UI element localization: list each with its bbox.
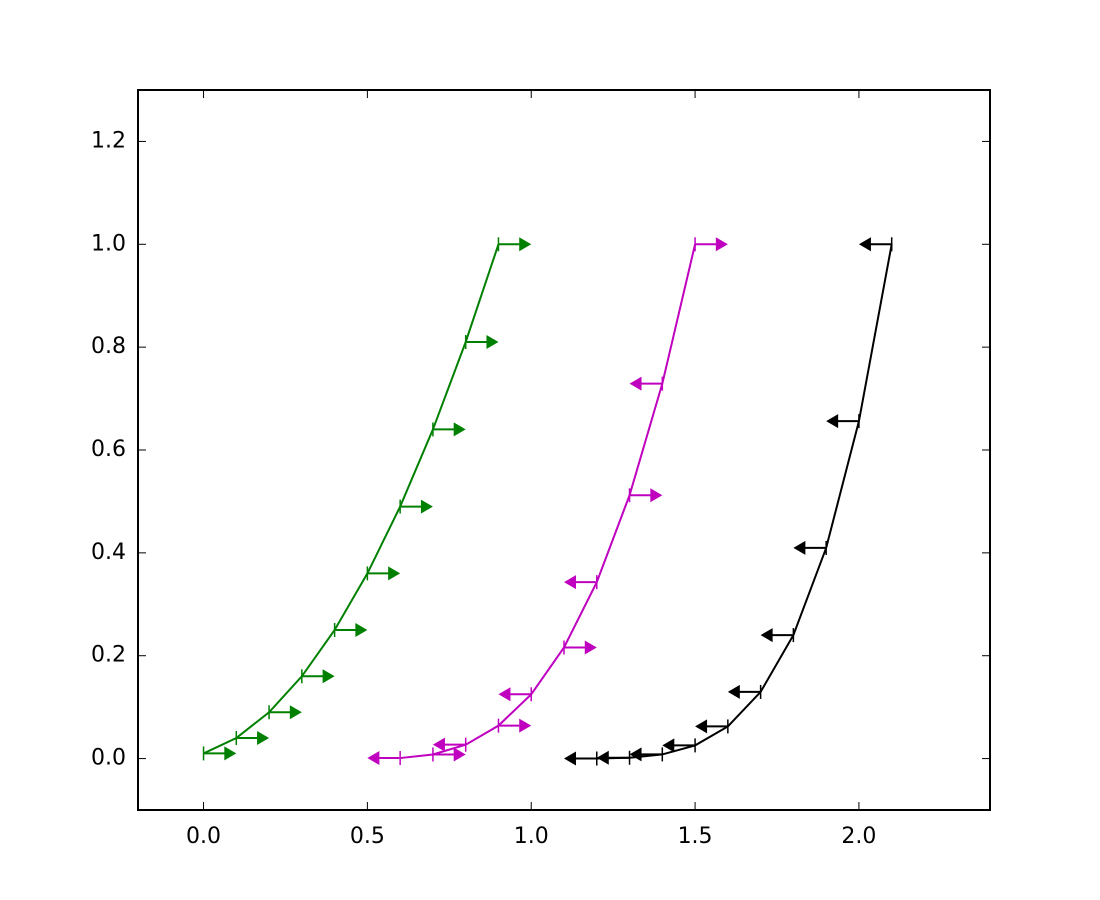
error-bar-arrow xyxy=(355,623,368,637)
error-bar xyxy=(826,414,860,429)
error-bar-arrow xyxy=(564,575,576,590)
error-bar xyxy=(268,705,302,720)
error-bar-arrow xyxy=(584,640,597,655)
error-bar-arrow xyxy=(858,237,871,252)
error-bar xyxy=(858,237,893,252)
error-bar xyxy=(563,640,597,655)
x-tick-label: 1.0 xyxy=(514,824,549,849)
error-bar-arrow xyxy=(662,738,675,753)
plot-frame xyxy=(137,89,991,811)
x-tick-label: 2.0 xyxy=(841,824,876,849)
error-bar-arrow xyxy=(322,669,335,684)
error-bar-arrow xyxy=(289,705,302,720)
error-bar xyxy=(760,628,795,643)
error-bar-arrow xyxy=(224,746,237,761)
error-bar xyxy=(432,737,467,752)
x-tick-label: 1.5 xyxy=(678,824,713,849)
error-bar xyxy=(366,566,401,581)
error-bar xyxy=(497,718,532,733)
error-bar-arrow xyxy=(727,684,740,699)
error-bar xyxy=(628,488,663,503)
error-bar-arrow xyxy=(519,237,532,252)
error-bar-arrow xyxy=(564,751,576,766)
x-tick-label: 0.0 xyxy=(186,824,221,849)
error-bar-arrow xyxy=(453,422,466,437)
y-tick-label: 0.2 xyxy=(91,643,126,668)
error-bar-arrow xyxy=(715,237,728,252)
error-bar-arrow xyxy=(695,719,708,734)
error-bar-arrow xyxy=(486,335,499,349)
error-bar xyxy=(629,747,664,762)
error-bar-arrow xyxy=(629,376,642,391)
error-bar xyxy=(564,751,598,766)
error-bar xyxy=(367,751,401,766)
error-bar xyxy=(333,623,368,637)
error-bar xyxy=(793,540,827,555)
error-bar xyxy=(498,687,532,702)
series-line xyxy=(400,244,697,760)
error-bar xyxy=(564,575,598,590)
error-bar xyxy=(695,719,729,734)
error-bar xyxy=(235,731,270,745)
error-bar-arrow xyxy=(367,751,380,766)
error-bar xyxy=(662,738,696,753)
y-tick-label: 0.6 xyxy=(91,437,126,462)
y-tick-label: 0.8 xyxy=(91,334,126,359)
error-bar-arrow xyxy=(793,540,806,555)
error-bar xyxy=(464,335,499,349)
error-bar-arrow xyxy=(629,747,642,762)
y-tick-label: 1.0 xyxy=(91,231,126,256)
error-bar xyxy=(432,422,466,437)
series-line xyxy=(596,244,893,760)
error-bar-arrow xyxy=(760,628,773,643)
error-bar-arrow xyxy=(596,750,609,765)
y-tick-label: 0.4 xyxy=(91,540,126,565)
error-bar-arrow xyxy=(388,566,401,581)
error-bar-arrow xyxy=(650,488,663,503)
series-line xyxy=(203,243,500,755)
y-tick-label: 1.2 xyxy=(91,128,126,153)
error-bar-arrow xyxy=(420,499,433,514)
error-bar-arrow xyxy=(498,687,511,702)
error-bar-arrow xyxy=(432,737,445,752)
y-tick-label: 0.0 xyxy=(91,746,126,771)
error-bar xyxy=(497,237,532,252)
error-bar-arrow xyxy=(257,731,270,745)
error-bar xyxy=(694,237,728,252)
error-bar xyxy=(629,376,664,391)
error-bar-arrow xyxy=(453,747,466,762)
error-bar-arrow xyxy=(826,414,839,429)
x-tick-label: 0.5 xyxy=(350,824,385,849)
error-bar xyxy=(301,669,335,684)
error-bar-arrow xyxy=(519,718,532,733)
error-bar xyxy=(399,499,433,514)
error-bar xyxy=(727,684,762,699)
error-bar xyxy=(432,747,466,762)
error-bar xyxy=(202,746,237,761)
error-bar xyxy=(596,750,631,765)
